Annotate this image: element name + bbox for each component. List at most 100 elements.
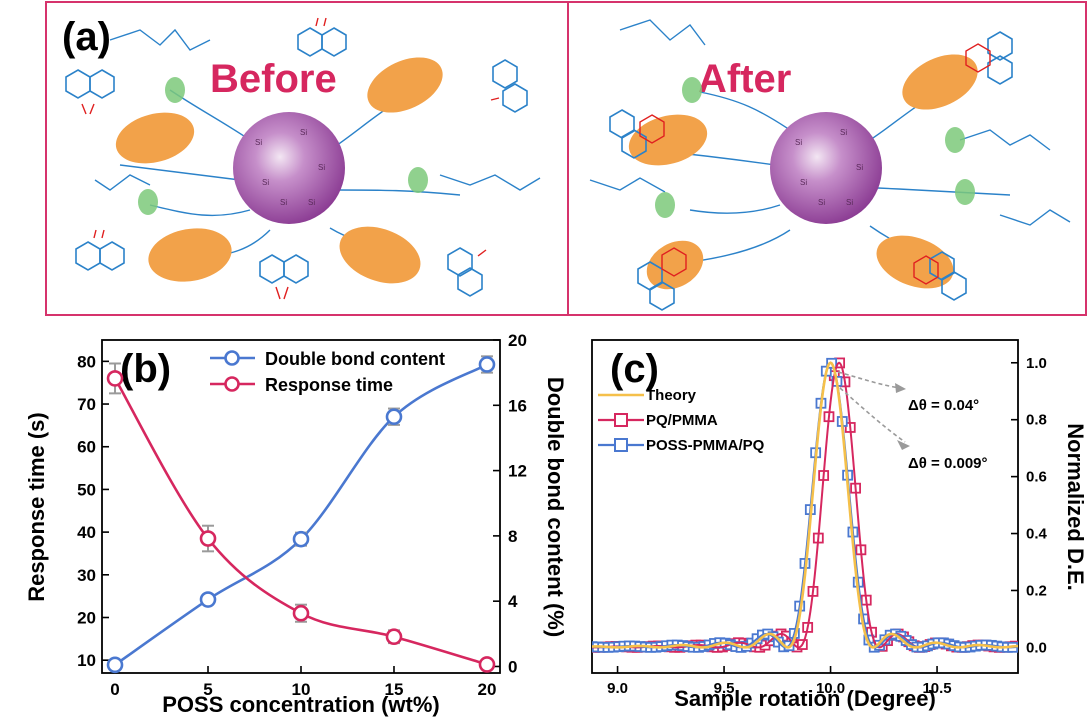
data-points-b xyxy=(106,355,496,674)
data-point xyxy=(199,591,217,608)
panel-a: (a) Before After Si Si Si Si Si Si xyxy=(45,1,1087,316)
svg-text:Si: Si xyxy=(300,128,307,137)
methacrylate-group xyxy=(339,226,421,284)
pq-molecule xyxy=(297,17,347,57)
y-axis-title-right-c: Normalized D.E. xyxy=(1063,423,1088,590)
tick-label: 60 xyxy=(77,438,96,457)
right-axis-ticks-c: 0.0 0.2 0.4 0.6 0.8 1.0 xyxy=(1011,355,1048,656)
tick-label: 9.5 xyxy=(714,680,735,697)
tick-label: 10 xyxy=(77,651,96,670)
methacrylate-group xyxy=(148,228,232,282)
tick-label: 10 xyxy=(292,680,311,699)
phenanthrene-adduct xyxy=(609,109,665,159)
data-point xyxy=(106,656,124,674)
legend-marker-poss-pmma-pq xyxy=(614,438,628,452)
theory-curve xyxy=(592,361,1018,649)
data-point xyxy=(106,370,124,387)
annotation-delta-2: Δθ = 0.009° xyxy=(908,455,988,472)
pq-molecule xyxy=(65,69,115,115)
tick-label: 0.0 xyxy=(1026,639,1047,656)
legend-label-pq-pmma: PQ/PMMA xyxy=(646,412,718,429)
methacrylate-group xyxy=(628,114,708,166)
annotation-arrow-2 xyxy=(839,387,906,443)
methacrylate-group xyxy=(646,240,704,290)
x-axis-title-b: POSS concentration (wt%) xyxy=(162,692,439,717)
tick-label: 8 xyxy=(508,527,517,546)
legend-marker-pq-pmma xyxy=(614,413,628,427)
tick-label: 1.0 xyxy=(1026,355,1047,372)
poss-sphere-before xyxy=(233,112,345,224)
legend-label-poss-pmma-pq: POSS-PMMA/PQ xyxy=(646,437,765,454)
phenanthrene-adduct xyxy=(637,247,687,311)
methyl-group xyxy=(955,179,975,205)
annotation-arrowhead-2 xyxy=(897,440,910,450)
methyl-group xyxy=(655,192,675,218)
data-point xyxy=(478,356,496,373)
pq-molecule xyxy=(259,254,309,300)
pq-molecule xyxy=(490,59,528,113)
pq-molecule xyxy=(75,229,125,271)
y-axis-title-left-b: Response time (s) xyxy=(24,412,49,602)
methyl-group xyxy=(165,77,185,103)
svg-text:Si: Si xyxy=(818,198,825,207)
panel-a-right-border xyxy=(567,1,1087,316)
x-axis-ticks: 0 5 10 15 20 xyxy=(110,666,496,699)
tick-label: 16 xyxy=(508,396,527,415)
y-axis-title-right-b: Double bond content (%) xyxy=(543,377,568,637)
panel-b-label: (b) xyxy=(120,347,171,391)
left-axis-ticks: 10 20 30 40 50 60 70 80 xyxy=(77,352,109,670)
legend-label-response-time: Response time xyxy=(265,375,393,395)
svg-text:Si: Si xyxy=(846,198,853,207)
legend-marker-response-time xyxy=(224,376,240,392)
tick-label: 4 xyxy=(508,592,518,611)
tick-label: 20 xyxy=(478,680,497,699)
x-axis-ticks-c: 9.0 9.5 10.0 10.5 xyxy=(607,666,952,697)
data-point xyxy=(292,530,310,548)
svg-text:Si: Si xyxy=(318,163,325,172)
data-point xyxy=(385,408,403,426)
methyl-group xyxy=(682,77,702,103)
panel-c-label: (c) xyxy=(610,347,659,391)
annotation-delta-1: Δθ = 0.04° xyxy=(908,397,979,414)
tick-label: 50 xyxy=(77,480,96,499)
tick-label: 70 xyxy=(77,395,96,414)
tick-label: 20 xyxy=(77,609,96,628)
annotations-c: Δθ = 0.04° Δθ = 0.009° xyxy=(837,371,988,472)
after-structure: Si Si Si Si Si Si xyxy=(589,19,1071,311)
svg-text:Si: Si xyxy=(308,198,315,207)
data-point xyxy=(478,656,496,673)
methacrylate-group xyxy=(902,54,978,110)
svg-text:Si: Si xyxy=(262,178,269,187)
before-spheres-cluster: Si Si Si Si Si Si xyxy=(233,112,345,224)
right-axis-ticks: 0 4 8 12 16 20 xyxy=(493,331,527,676)
tick-label: 0.8 xyxy=(1026,412,1047,429)
tick-label: 5 xyxy=(203,680,212,699)
methyl-group xyxy=(138,189,158,215)
svg-text:Si: Si xyxy=(255,138,262,147)
tick-label: 12 xyxy=(508,462,527,481)
data-point xyxy=(385,628,403,646)
tick-label: 20 xyxy=(508,331,527,350)
legend-c: Theory PQ/PMMA POSS-PMMA/PQ xyxy=(598,387,765,454)
plot-area-c xyxy=(591,339,1019,674)
tick-label: 0 xyxy=(110,680,119,699)
tick-label: 0 xyxy=(508,657,517,676)
before-label: Before xyxy=(210,57,337,101)
tick-label: 0.4 xyxy=(1026,526,1048,543)
legend-b: Double bond content Response time xyxy=(210,349,445,395)
tick-label: 0.2 xyxy=(1026,582,1047,599)
phenanthrene-adduct xyxy=(965,31,1013,85)
panel-c: (c) 0.0 0.2 0.4 0.6 0.8 1.0 9.0 9.5 10.0 10.5 Th… xyxy=(591,339,1088,711)
after-label: After xyxy=(698,57,791,101)
svg-text:Si: Si xyxy=(856,163,863,172)
methyl-group xyxy=(408,167,428,193)
phenanthrene-adduct xyxy=(913,251,967,301)
pq-molecule xyxy=(447,247,487,297)
annotation-arrow-1 xyxy=(837,371,901,389)
tick-label: 40 xyxy=(77,523,96,542)
tick-label: 30 xyxy=(77,566,96,585)
tick-label: 80 xyxy=(77,352,96,371)
legend-marker-double-bond xyxy=(224,350,240,366)
methacrylate-group xyxy=(115,112,195,164)
